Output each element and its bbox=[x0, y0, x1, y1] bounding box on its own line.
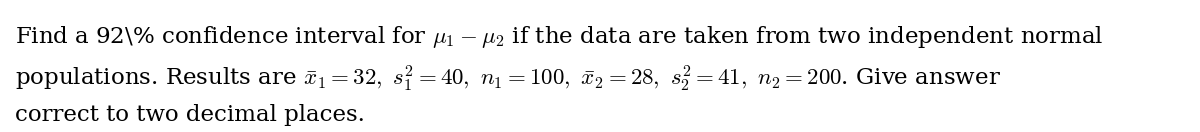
Text: Find a 92\% confidence interval for $\mu_1 - \mu_2$ if the data are taken from t: Find a 92\% confidence interval for $\mu… bbox=[14, 24, 1103, 50]
Text: populations. Results are $\bar{x}_1 = 32,\ s_1^2 = 40,\ n_1 = 100,\ \bar{x}_2 = : populations. Results are $\bar{x}_1 = 32… bbox=[14, 64, 1001, 94]
Text: correct to two decimal places.: correct to two decimal places. bbox=[14, 104, 365, 126]
